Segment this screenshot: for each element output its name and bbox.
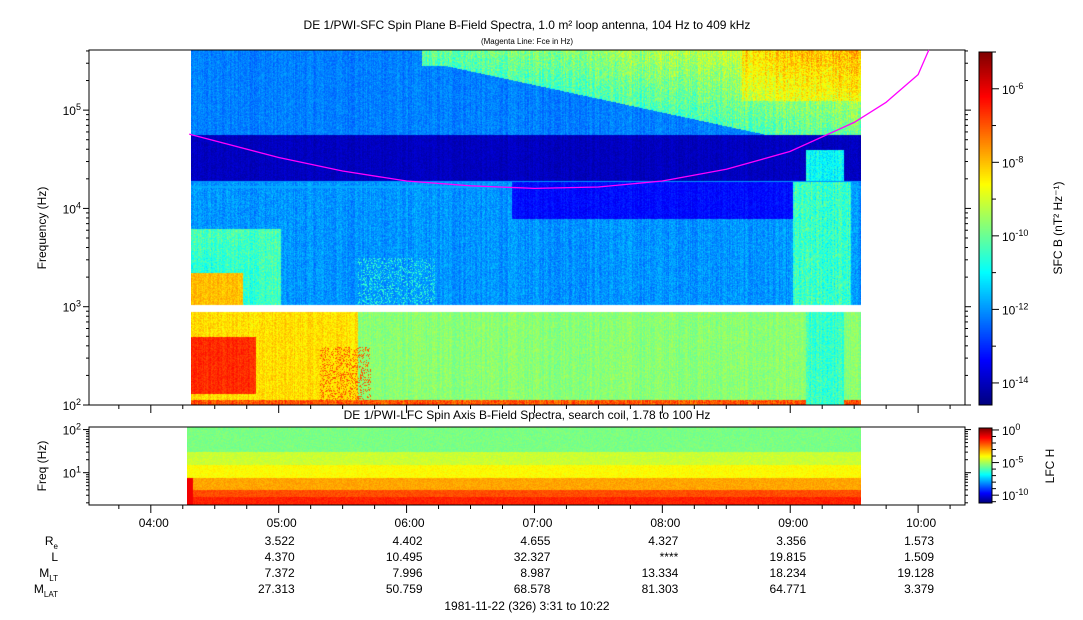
ephemeris-row-label: L: [51, 550, 58, 564]
top-ylabel: Frequency (Hz): [35, 187, 49, 270]
top-subtitle: (Magenta Line: Fce in Hz): [481, 37, 573, 46]
lfc-colorbar-tick-label: 100: [1002, 422, 1020, 438]
top-y-tick-label: 103: [63, 299, 81, 315]
ephemeris-row-label: MLT: [39, 566, 58, 583]
ephemeris-value: 19.815: [770, 550, 807, 564]
time-tick-label: 09:00: [778, 516, 808, 530]
lfc-colorbar-tick-label: 10-5: [1002, 455, 1023, 471]
ephemeris-value: ****: [660, 550, 679, 564]
ephemeris-value: 8.987: [520, 566, 550, 580]
time-tick-label: 10:00: [906, 516, 936, 530]
sfc-colorbar-tick-label: 10-10: [1002, 228, 1028, 244]
ephemeris-value: 4.370: [265, 550, 295, 564]
time-tick-label: 08:00: [650, 516, 680, 530]
time-tick-label: 07:00: [522, 516, 552, 530]
lfc-colorbar: [979, 428, 992, 503]
ephemeris-value: 27.313: [258, 582, 295, 596]
bottom-ylabel: Freq (Hz): [35, 441, 49, 492]
ephemeris-value: 3.379: [904, 582, 934, 596]
lfc-colorbar-frame: [978, 427, 993, 504]
ephemeris-value: 68.578: [514, 582, 551, 596]
sfc-colorbar-tick-label: 10-8: [1002, 154, 1023, 170]
ephemeris-value: 81.303: [642, 582, 679, 596]
sfc-colorbar-tick-label: 10-6: [1002, 81, 1023, 97]
ephemeris-row-label: MLAT: [34, 582, 58, 599]
ephemeris-value: 64.771: [770, 582, 807, 596]
ephemeris-value: 7.996: [393, 566, 423, 580]
ephemeris-value: 4.327: [648, 534, 678, 548]
bottom-y-tick-label: 102: [63, 422, 81, 438]
ephemeris-value: 4.402: [393, 534, 423, 548]
time-tick-label: 06:00: [395, 516, 425, 530]
sfc-colorbar: [979, 52, 992, 405]
fce-magenta-line: [189, 49, 930, 190]
footer-date-range: 1981-11-22 (326) 3:31 to 10:22: [444, 599, 610, 613]
ephemeris-value: 7.372: [265, 566, 295, 580]
ephemeris-value: 1.509: [904, 550, 934, 564]
sfc-colorbar-frame: [978, 51, 993, 406]
lfc-colorbar-tick-label: 10-10: [1002, 487, 1028, 503]
ephemeris-value: 4.655: [520, 534, 550, 548]
ephemeris-row-label: Re: [45, 534, 59, 551]
time-tick-label: 05:00: [267, 516, 297, 530]
ephemeris-value: 18.234: [770, 566, 807, 580]
lfc-colorbar-label: LFC H: [1043, 449, 1057, 484]
top-y-tick-label: 102: [63, 397, 81, 413]
ephemeris-value: 50.759: [386, 582, 423, 596]
top-plot-frame: [88, 49, 966, 406]
top-title: DE 1/PWI-SFC Spin Plane B-Field Spectra,…: [304, 18, 751, 32]
ephemeris-value: 3.522: [265, 534, 295, 548]
top-y-tick-label: 104: [63, 200, 81, 216]
ephemeris-value: 19.128: [897, 566, 934, 580]
bottom-title: DE 1/PWI-LFC Spin Axis B-Field Spectra, …: [344, 408, 711, 422]
ephemeris-value: 1.573: [904, 534, 934, 548]
bottom-y-tick-label: 101: [63, 465, 81, 481]
sfc-colorbar-tick-label: 10-12: [1002, 301, 1028, 317]
ephemeris-value: 10.495: [386, 550, 423, 564]
top-y-tick-label: 105: [63, 102, 81, 118]
sfc-colorbar-tick-label: 10-14: [1002, 375, 1028, 391]
ephemeris-value: 13.334: [642, 566, 679, 580]
time-tick-label: 04:00: [139, 516, 169, 530]
sfc-colorbar-label: SFC B (nT² Hz⁻¹): [1051, 182, 1065, 275]
lfc-spectrogram-image: [187, 427, 861, 505]
sfc-spectrogram-image: [191, 50, 861, 405]
bottom-plot-frame: [88, 426, 966, 506]
ephemeris-value: 3.356: [776, 534, 806, 548]
ephemeris-value: 32.327: [514, 550, 551, 564]
